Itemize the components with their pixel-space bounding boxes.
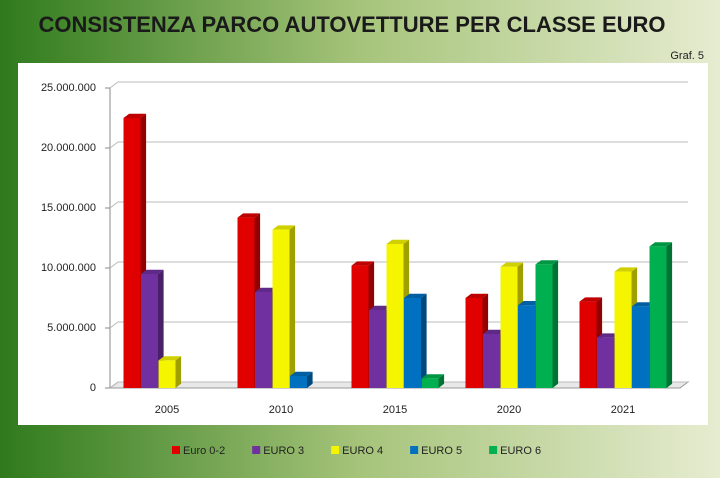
grid-line [109, 261, 688, 269]
bar-top [123, 113, 147, 118]
bar-top [535, 260, 559, 265]
x-tick-label: 2015 [383, 404, 407, 416]
bar [237, 217, 255, 388]
bar-top [141, 269, 164, 274]
bar-top [237, 213, 261, 218]
grid-line [109, 141, 688, 149]
chart-title: CONSISTENZA PARCO AUTOVETTURE PER CLASSE… [38, 12, 665, 37]
bar [290, 376, 307, 388]
grid-line [109, 201, 688, 209]
bar-top [614, 267, 638, 272]
x-tick-label: 2021 [611, 404, 635, 416]
bar [386, 244, 404, 388]
bar-top [290, 371, 313, 376]
bar [369, 310, 386, 388]
bar-top [158, 356, 182, 361]
bar [272, 229, 290, 388]
bar-top [649, 242, 673, 247]
bar [518, 305, 535, 388]
x-tick-label: 2010 [269, 404, 293, 416]
bar [649, 246, 667, 388]
bar [465, 298, 483, 388]
bar [351, 265, 369, 388]
legend-swatch [252, 446, 261, 454]
chart-subtitle: Graf. 5 [670, 50, 704, 62]
bar [158, 360, 176, 388]
bar-side [438, 374, 445, 388]
bar-side [289, 225, 296, 388]
y-tick-label: 10.000.000 [41, 262, 96, 274]
bar-side [307, 371, 313, 388]
legend-swatch [331, 446, 340, 454]
bar-side [552, 260, 559, 388]
bar-side [666, 242, 673, 388]
bar-top [632, 302, 655, 307]
y-tick-label: 5.000.000 [47, 322, 96, 334]
y-tick-label: 15.000.000 [41, 202, 96, 214]
bar [404, 298, 421, 388]
legend-swatch [172, 446, 180, 454]
legend-label: EURO 6 [500, 445, 541, 457]
bar [535, 264, 553, 388]
x-tick-label: 2020 [497, 404, 521, 416]
legend-label: EURO 5 [421, 445, 462, 457]
bar-top [272, 225, 296, 230]
bar-top [597, 333, 620, 338]
bar-top [421, 374, 445, 379]
legend-label: Euro 0-2 [183, 445, 225, 457]
bar [421, 378, 439, 388]
legend-swatch [410, 446, 419, 454]
bar-top [465, 293, 489, 298]
bar-top [518, 301, 541, 306]
bar-top [351, 261, 375, 266]
bar-top [386, 239, 410, 244]
y-tick-label: 20.000.000 [41, 142, 96, 154]
bar [141, 274, 158, 388]
bar [483, 334, 500, 388]
bar [632, 306, 649, 388]
bar [123, 118, 141, 388]
bar [597, 337, 614, 388]
y-tick-label: 25.000.000 [41, 82, 96, 94]
grid-line [109, 81, 688, 89]
legend-label: EURO 4 [342, 445, 383, 457]
legend-swatch [489, 446, 498, 454]
bar [614, 271, 632, 388]
bar-top [369, 305, 392, 310]
x-tick-label: 2005 [155, 404, 179, 416]
legend-label: EURO 3 [263, 445, 304, 457]
bar [500, 266, 518, 388]
grid-line [109, 321, 688, 329]
bar [579, 301, 597, 388]
bar [255, 292, 272, 388]
bar-side [175, 356, 182, 388]
bar-top [500, 262, 524, 267]
bar-top [404, 293, 427, 298]
bar-top [255, 287, 278, 292]
bar-side [421, 293, 427, 388]
bar-top [483, 329, 506, 334]
y-tick-label: 0 [90, 382, 96, 394]
bar-top [579, 297, 603, 302]
